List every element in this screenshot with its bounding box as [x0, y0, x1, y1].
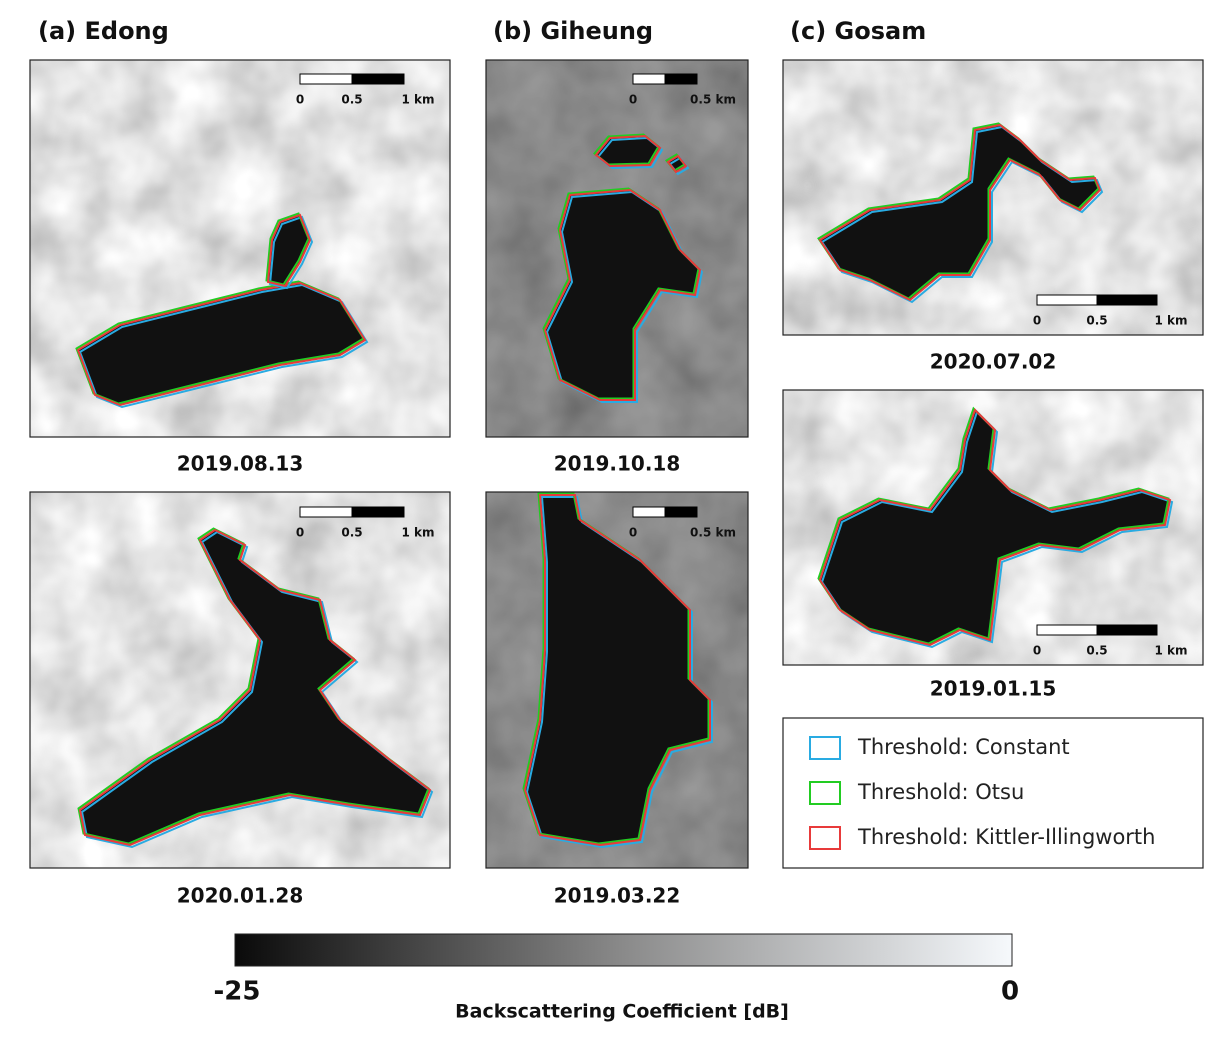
panel-title: (a) Edong	[38, 17, 169, 45]
outline	[818, 408, 1172, 647]
legend-label: Threshold: Constant	[857, 735, 1070, 759]
legend-swatch	[809, 826, 841, 850]
scale-black	[664, 506, 698, 518]
water-body	[78, 283, 365, 405]
scale-label: 0.5 km	[690, 526, 736, 540]
legend-label: Threshold: Kittler-Illingworth	[857, 825, 1155, 849]
scale-black	[351, 506, 405, 518]
water-body	[80, 530, 430, 845]
sar-image	[30, 60, 450, 437]
outline	[78, 283, 369, 409]
outline	[266, 213, 312, 288]
scale-label: 1 km	[401, 93, 434, 107]
legend-label: Threshold: Otsu	[857, 780, 1024, 804]
image-frame	[29, 59, 451, 438]
legend-box	[782, 717, 1204, 869]
scale-label: 0.5	[1086, 644, 1107, 658]
scale-label: 0	[1033, 314, 1041, 328]
outline	[523, 494, 711, 847]
scale-label: 0	[296, 93, 304, 107]
colorbar-max: 0	[1001, 977, 1019, 1007]
image-frame	[485, 491, 749, 869]
sar-image	[486, 492, 748, 868]
image-date: 2019.03.22	[554, 884, 681, 908]
outline	[818, 123, 1102, 302]
scale-label: 0	[629, 93, 637, 107]
image-date: 2019.01.15	[930, 677, 1057, 701]
scale-label: 0.5	[341, 526, 362, 540]
scale-white	[299, 73, 353, 85]
outline	[820, 125, 1104, 304]
scale-label: 1 km	[401, 526, 434, 540]
image-date: 2019.10.18	[554, 452, 681, 476]
image-date: 2020.07.02	[930, 350, 1057, 374]
outline	[78, 528, 432, 847]
scale-label: 1 km	[1154, 644, 1187, 658]
scale-black	[1096, 294, 1158, 306]
water-body	[545, 190, 700, 400]
outline	[820, 410, 1174, 649]
legend-swatch	[809, 781, 841, 805]
sar-image	[783, 390, 1203, 665]
image-frame	[782, 59, 1204, 336]
scale-label: 1 km	[1154, 314, 1187, 328]
outline	[543, 188, 702, 401]
scale-black	[1096, 624, 1158, 636]
outline	[596, 136, 664, 170]
scale-black	[351, 73, 405, 85]
scale-white	[1036, 624, 1098, 636]
colorbar-label: Backscattering Coefficient [dB]	[455, 1001, 789, 1023]
outline	[268, 215, 314, 290]
panel-title: (c) Gosam	[790, 17, 926, 45]
panel-title: (b) Giheung	[493, 17, 653, 45]
scale-label: 0.5	[1086, 314, 1107, 328]
image-frame	[29, 491, 451, 869]
colorbar	[234, 933, 1013, 967]
scale-black	[664, 73, 698, 85]
colorbar-min: -25	[214, 977, 261, 1007]
scale-white	[1036, 294, 1098, 306]
sar-image	[486, 60, 748, 437]
water-body	[596, 136, 660, 166]
scale-label: 0	[629, 526, 637, 540]
sar-image	[30, 492, 450, 868]
scale-white	[632, 506, 666, 518]
scale-label: 0	[296, 526, 304, 540]
image-frame	[782, 389, 1204, 666]
scale-white	[632, 73, 666, 85]
scale-label: 0.5	[341, 93, 362, 107]
outline	[594, 134, 662, 168]
water-body	[820, 410, 1170, 645]
scale-white	[299, 506, 353, 518]
scale-label: 0.5 km	[690, 93, 736, 107]
outline	[76, 281, 367, 407]
legend-swatch	[809, 736, 841, 760]
outline	[666, 154, 688, 174]
sar-image	[783, 60, 1203, 335]
image-frame	[485, 59, 749, 438]
scale-label: 0	[1033, 644, 1041, 658]
image-date: 2020.01.28	[177, 884, 304, 908]
image-date: 2019.08.13	[177, 452, 304, 476]
